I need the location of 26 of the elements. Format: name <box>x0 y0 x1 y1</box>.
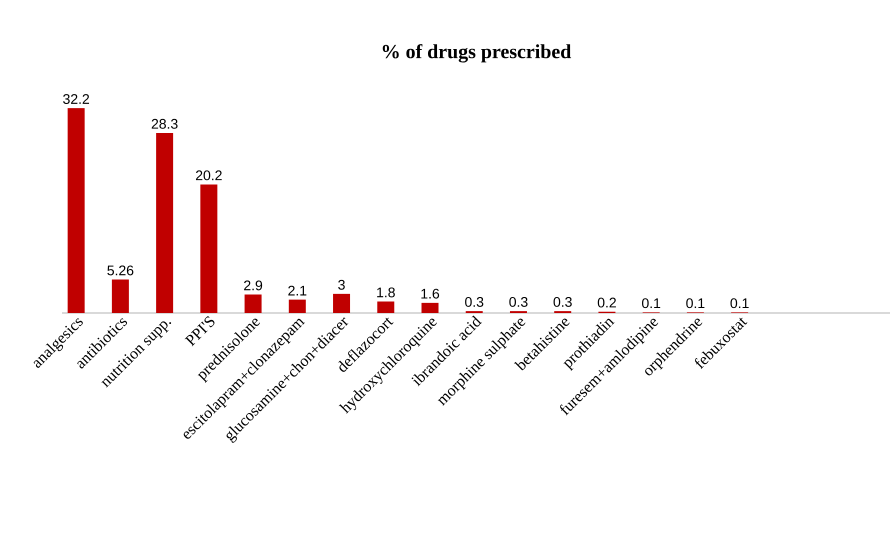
data-label: 32.2 <box>63 94 90 104</box>
data-label: 1.6 <box>421 288 440 299</box>
data-label: 0.2 <box>598 298 616 308</box>
data-label: 0.1 <box>686 298 704 308</box>
data-label: 2.1 <box>288 286 306 296</box>
bar <box>156 132 174 313</box>
bar <box>244 294 262 313</box>
bar <box>112 280 129 313</box>
bar <box>377 302 394 313</box>
data-label: 0.1 <box>642 298 660 308</box>
data-label: 3 <box>338 280 345 290</box>
data-label: 0.3 <box>509 297 528 307</box>
data-label: 2.9 <box>244 280 262 290</box>
chart-title: % of drugs prescribed <box>382 44 572 62</box>
bar <box>200 184 218 313</box>
bar <box>288 300 306 313</box>
data-label: 0.1 <box>730 298 749 308</box>
data-label: 5.26 <box>107 265 134 276</box>
data-label: 0.3 <box>465 297 484 307</box>
data-label: 28.3 <box>152 118 178 129</box>
data-label: 0.3 <box>554 297 572 307</box>
bar <box>68 108 85 313</box>
bar <box>422 302 439 313</box>
data-label: 20.2 <box>196 170 222 180</box>
bar <box>333 294 350 313</box>
data-label: 1.8 <box>377 287 395 298</box>
